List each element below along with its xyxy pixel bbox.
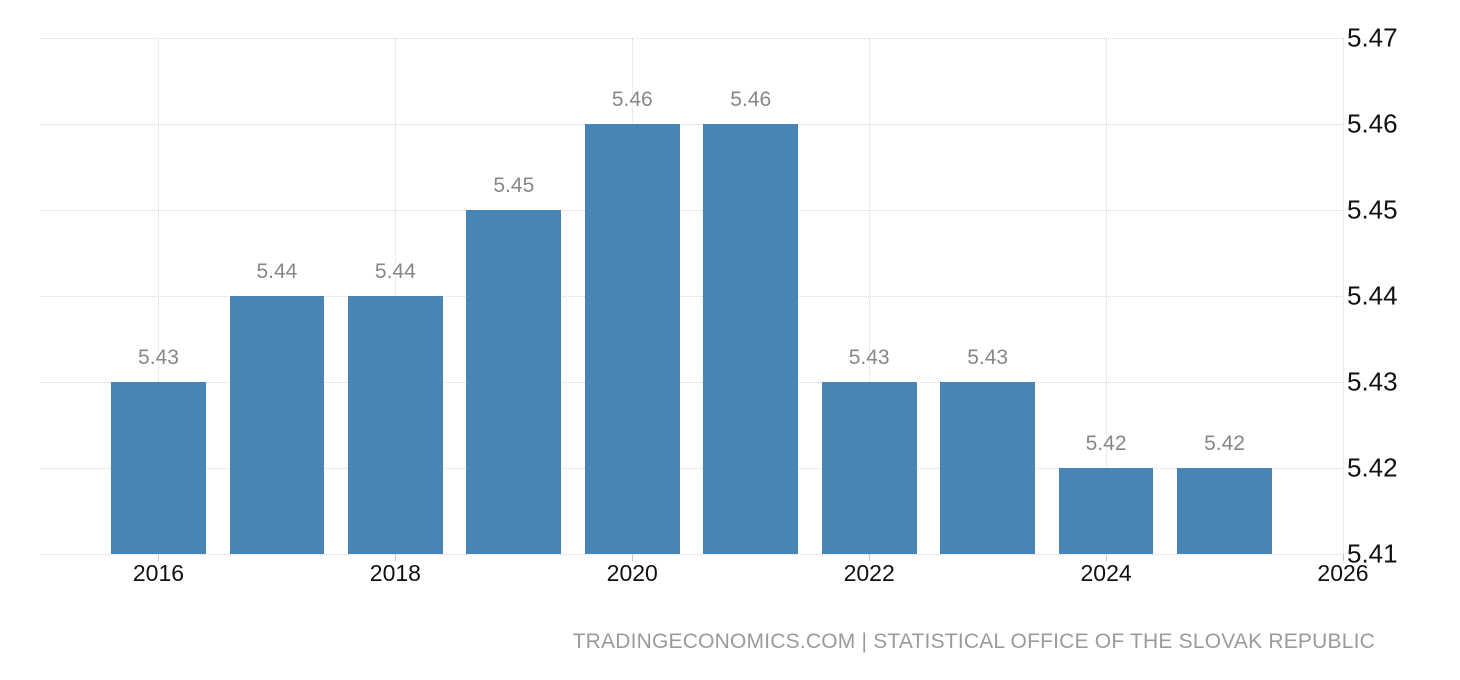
bar-2022[interactable] (821, 382, 917, 554)
x-gridline (158, 38, 160, 554)
y-gridline (40, 124, 1343, 125)
y-gridline (40, 468, 1343, 469)
bar-value-label: 5.42 (1204, 432, 1245, 455)
y-axis-tick-label: 5.45 (1347, 194, 1398, 225)
x-axis-tick (869, 554, 871, 561)
bar-2023[interactable] (940, 382, 1035, 554)
x-axis-tick (158, 554, 160, 561)
x-gridline (869, 38, 871, 554)
plot-area: 5.43 5.44 5.44 5.45 5.46 5.46 5.43 5.43 5.42 5.42 (40, 38, 1344, 561)
y-axis-tick-label: 5.46 (1347, 108, 1398, 139)
y-gridline (40, 554, 1343, 555)
x-axis-tick (1106, 554, 1108, 561)
y-axis-tick-label: 5.41 (1347, 538, 1398, 569)
y-gridline (40, 210, 1343, 211)
bar-value-label: 5.44 (374, 260, 416, 283)
attribution-text: TRADINGECONOMICS.COM | STATISTICAL OFFIC… (572, 630, 1375, 653)
bar-2016[interactable] (111, 382, 206, 554)
x-axis-tick (1343, 554, 1344, 561)
bar-2019[interactable] (466, 210, 562, 554)
x-gridline (1106, 38, 1108, 554)
bar-2017[interactable] (229, 296, 325, 554)
y-gridline (40, 296, 1343, 297)
bar-value-label: 5.46 (730, 88, 772, 111)
bar-2021[interactable] (703, 124, 799, 554)
bar-value-label: 5.43 (967, 346, 1009, 369)
y-axis: 5.47 5.46 5.45 5.44 5.43 5.42 5.41 (1347, 23, 1457, 569)
y-axis-tick-label: 5.47 (1347, 22, 1398, 53)
x-axis-tick-label: 2022 (843, 560, 895, 586)
x-axis-tick-label: 2024 (1080, 560, 1132, 586)
y-gridline (40, 382, 1343, 383)
bar-value-label: 5.46 (611, 88, 653, 111)
x-axis-tick-label: 2018 (369, 560, 421, 586)
bar-value-label: 5.42 (1085, 432, 1127, 455)
x-axis-tick-label: 2020 (606, 560, 658, 586)
y-axis-tick-label: 5.43 (1347, 366, 1398, 397)
y-gridline (40, 38, 1343, 39)
x-gridline (1343, 38, 1344, 554)
x-axis-tick (632, 554, 634, 561)
x-axis: 2016 2018 2020 2022 2024 2026 (40, 560, 1369, 594)
bar-value-label: 5.43 (138, 346, 179, 369)
x-axis-tick-label: 2026 (1317, 560, 1369, 586)
bar-value-label: 5.44 (256, 260, 298, 283)
bar-2020[interactable] (584, 124, 680, 554)
bar-2018[interactable] (347, 296, 443, 554)
bar-value-label: 5.45 (493, 174, 535, 197)
bar-2025[interactable] (1177, 468, 1272, 554)
x-axis-tick-label: 2016 (132, 560, 185, 586)
y-axis-tick-label: 5.42 (1347, 452, 1398, 483)
bar-value-label: 5.43 (848, 346, 890, 369)
x-axis-tick (395, 554, 397, 561)
y-axis-tick-label: 5.44 (1347, 280, 1398, 311)
bar-2024[interactable] (1058, 468, 1154, 554)
